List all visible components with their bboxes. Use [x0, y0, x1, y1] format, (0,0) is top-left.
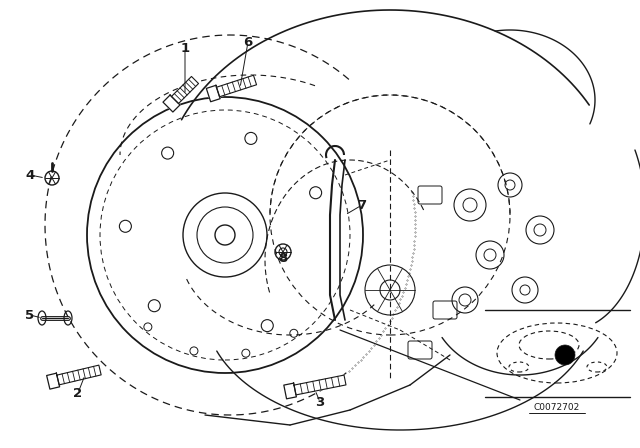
Polygon shape	[57, 365, 101, 385]
Polygon shape	[216, 75, 257, 97]
Text: 2: 2	[74, 387, 83, 400]
Polygon shape	[284, 383, 296, 399]
Text: 7: 7	[357, 198, 367, 211]
Circle shape	[555, 345, 575, 365]
Text: 6: 6	[243, 35, 253, 48]
Polygon shape	[206, 85, 220, 102]
Text: C0072702: C0072702	[534, 402, 580, 412]
Text: 4: 4	[26, 168, 35, 181]
Polygon shape	[294, 375, 346, 395]
Text: 3: 3	[316, 396, 324, 409]
Polygon shape	[47, 373, 60, 389]
Text: 1: 1	[180, 42, 189, 55]
Polygon shape	[172, 77, 198, 103]
Text: 5: 5	[26, 309, 35, 322]
Polygon shape	[163, 95, 180, 112]
Text: 8: 8	[278, 251, 287, 264]
